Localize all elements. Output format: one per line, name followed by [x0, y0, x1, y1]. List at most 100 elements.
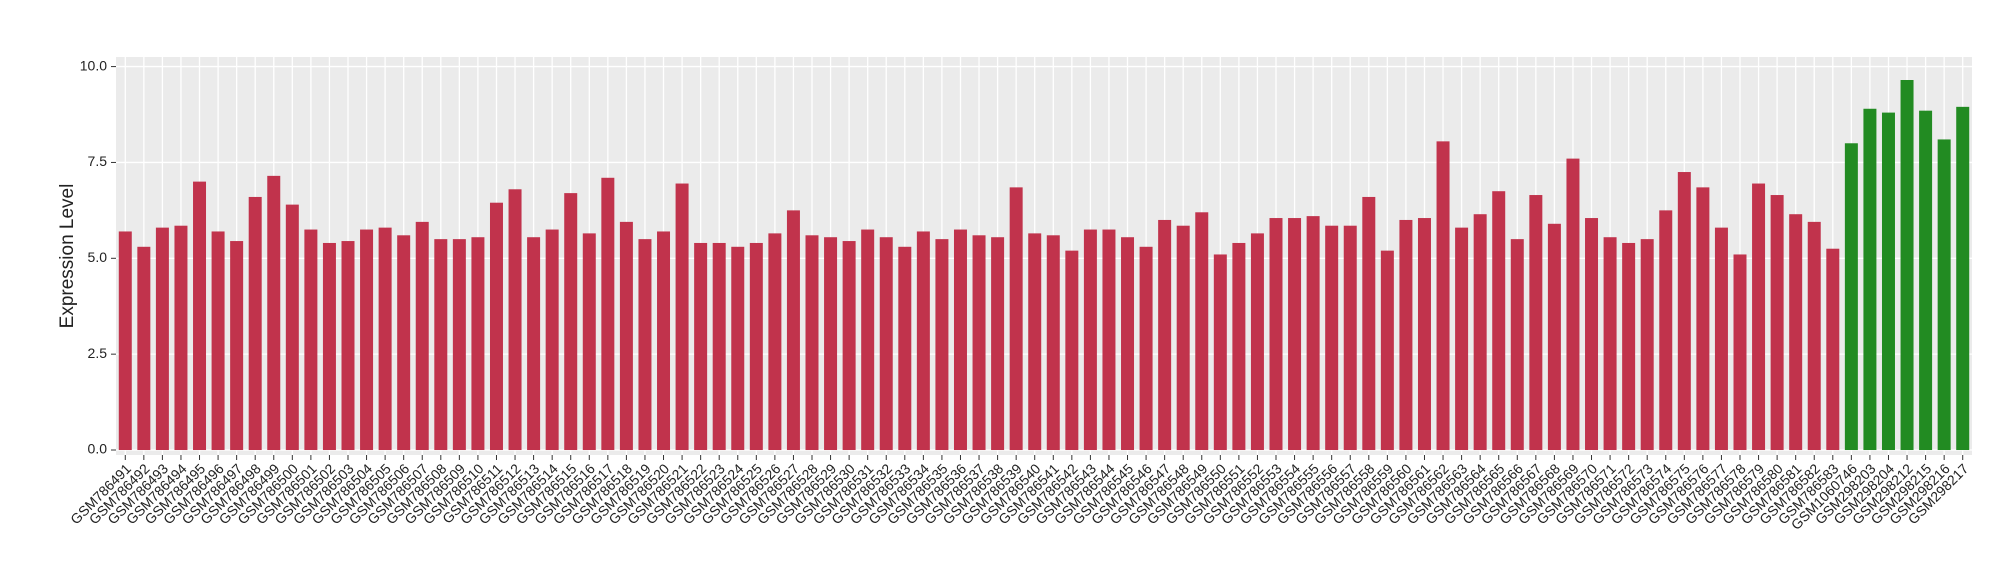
y-tick-label: 5.0	[88, 249, 108, 265]
bar	[1529, 195, 1543, 451]
bar	[1863, 108, 1877, 451]
bar	[1603, 237, 1617, 451]
y-tick-label: 7.5	[88, 153, 108, 169]
bar	[564, 193, 578, 451]
y-tick-label: 2.5	[88, 345, 108, 361]
bar	[1826, 248, 1840, 451]
bar	[1919, 110, 1933, 451]
bar	[1250, 233, 1264, 451]
bar	[731, 246, 745, 451]
bar	[341, 241, 355, 451]
bar	[1547, 223, 1561, 451]
bar	[230, 241, 244, 451]
bar	[1121, 237, 1135, 451]
bar	[879, 237, 893, 451]
bar	[1176, 225, 1190, 451]
bar	[1473, 214, 1487, 451]
bar	[1677, 172, 1691, 451]
bar	[1343, 225, 1357, 451]
bar	[1789, 214, 1803, 451]
bar	[118, 231, 132, 451]
bar	[657, 231, 671, 451]
bar	[861, 229, 875, 451]
bar	[1380, 250, 1394, 451]
bar	[508, 189, 522, 451]
bar	[749, 242, 763, 451]
bar	[805, 235, 819, 451]
bar	[1770, 195, 1784, 451]
bar	[768, 233, 782, 451]
bar	[397, 235, 411, 451]
bar	[1937, 139, 1951, 451]
bar	[935, 239, 949, 451]
bar	[1158, 219, 1172, 451]
bar	[1232, 242, 1246, 451]
bar	[991, 237, 1005, 451]
bar	[1585, 218, 1599, 451]
bar	[322, 242, 336, 451]
bar	[137, 246, 151, 451]
bar	[1399, 219, 1413, 451]
bar	[1028, 233, 1042, 451]
bar	[972, 235, 986, 451]
bar	[694, 242, 708, 451]
bar	[601, 177, 615, 451]
bar	[1881, 112, 1895, 451]
bar	[1659, 210, 1673, 451]
bar	[953, 229, 967, 451]
bar	[415, 221, 429, 451]
bar	[1269, 218, 1283, 451]
bar	[1083, 229, 1097, 451]
bar	[360, 229, 374, 451]
bar	[712, 242, 726, 451]
bar	[1696, 187, 1710, 451]
bar	[1065, 250, 1079, 451]
bar	[1306, 216, 1320, 451]
bar	[452, 239, 466, 451]
bar	[842, 241, 856, 451]
bar	[378, 227, 392, 451]
bar	[1510, 239, 1524, 451]
bar	[1900, 80, 1914, 451]
bar	[1640, 239, 1654, 451]
bar	[1436, 141, 1450, 451]
bar	[527, 237, 541, 451]
panel	[116, 57, 1972, 455]
bar	[638, 239, 652, 451]
bar	[1455, 227, 1469, 451]
bar	[1417, 218, 1431, 451]
bar	[155, 227, 169, 451]
bar	[1566, 158, 1580, 451]
bar	[786, 210, 800, 451]
y-tick-label: 0.0	[88, 441, 108, 457]
bar	[1195, 212, 1209, 451]
bar	[211, 231, 225, 451]
bar	[285, 204, 299, 451]
bar	[471, 237, 485, 451]
bar	[489, 202, 503, 451]
bar	[1325, 225, 1339, 451]
bar	[1362, 196, 1376, 451]
y-tick-label: 10.0	[80, 57, 107, 73]
bar	[824, 237, 838, 451]
bar	[916, 231, 930, 451]
bar	[898, 246, 912, 451]
bar	[1807, 221, 1821, 451]
bar	[193, 181, 207, 451]
bar	[545, 229, 559, 451]
bar	[267, 175, 281, 451]
bar	[1956, 106, 1970, 451]
bar	[1213, 254, 1227, 451]
bar	[248, 196, 262, 451]
bar	[1752, 183, 1766, 451]
bar	[582, 233, 596, 451]
bar	[1492, 191, 1506, 451]
bar	[1844, 143, 1858, 451]
bar	[675, 183, 689, 451]
bar	[1009, 187, 1023, 451]
bar	[1102, 229, 1116, 451]
bar	[1139, 246, 1153, 451]
y-axis-label: Expression Level	[57, 184, 78, 329]
bar	[1046, 235, 1060, 451]
